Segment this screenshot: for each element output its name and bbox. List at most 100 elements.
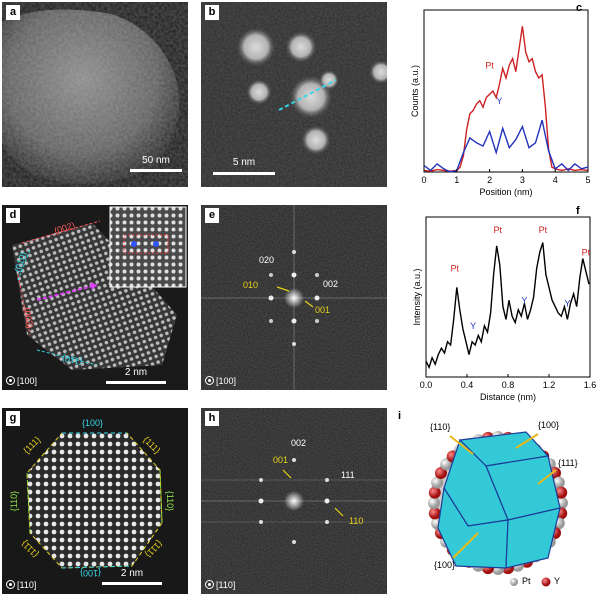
panel-label: h [205, 411, 219, 426]
panel-c-chart: c 0 1 2 3 4 5 Position (nm) Counts (a.u.) Pt Y [398, 2, 598, 202]
spot-label: 111 [341, 470, 355, 480]
plot-frame [423, 9, 589, 173]
series-annotation: Y [521, 295, 527, 305]
facet-label: {100} [82, 418, 104, 428]
nanoparticle-model [428, 431, 568, 587]
spot-label: 010 [243, 280, 259, 290]
y-atom [428, 507, 441, 520]
y-axis-label: Intensity (a.u.) [412, 268, 422, 325]
scale-bar-label: 50 nm [142, 155, 170, 166]
series-line-y [423, 120, 589, 173]
zone-axis: [110] [6, 580, 36, 590]
scale-bar [130, 169, 182, 172]
x-axis-label: Position (nm) [479, 187, 532, 197]
x-tick-label: 3 [520, 175, 525, 185]
scale-bar-label: 2 nm [124, 367, 148, 378]
panel-label: c [576, 2, 583, 14]
spot-label: 001 [315, 305, 331, 315]
facet-label: {110} [165, 490, 176, 512]
zone-axis-icon [6, 580, 15, 589]
scale-bar [213, 172, 275, 175]
pt-atom [431, 476, 444, 489]
y-atom [555, 486, 568, 499]
zone-axis-label: [100] [216, 376, 237, 386]
zone-axis: [100] [205, 376, 236, 386]
x-tick-label: 0.8 [502, 380, 515, 390]
panel-e-image: e 020 010 002 001 [100] [201, 205, 387, 390]
legend-pt-label: Pt [522, 576, 531, 586]
panel-label: d [6, 208, 20, 223]
chart-c-svg: 0 1 2 3 4 5 Position (nm) Counts (a.u.) Pt Y [410, 9, 591, 197]
series-annotation: Pt [493, 225, 502, 235]
panel-label: g [6, 411, 20, 426]
zone-axis: [110] [205, 580, 235, 590]
panel-h-image: h 002 001 111 110 [110] [201, 408, 387, 594]
panel-e-fft [201, 205, 387, 390]
panel-label: i [398, 410, 402, 422]
scale-bar-label: 2 nm [120, 568, 144, 579]
panel-b-micrograph [201, 2, 387, 187]
series-annotation: Pt [582, 247, 591, 257]
series-line-intensity [425, 242, 590, 370]
panel-label: f [576, 205, 580, 217]
chart-f-svg: 0.0 0.4 0.8 1.2 1.6 Distance (nm) Intensity (a… [412, 216, 597, 402]
scale-bar-label: 5 nm [232, 157, 256, 168]
spot-label: 001 [273, 455, 289, 465]
y-axis-label: Counts (a.u.) [410, 65, 420, 117]
zone-axis-icon [205, 376, 214, 385]
spot-label: 110 [349, 516, 364, 526]
series-annotation: Y [496, 96, 502, 106]
facet-label: {100} [538, 420, 560, 430]
series-annotation: Y [564, 299, 570, 309]
series-annotation: Pt [450, 263, 459, 273]
zone-axis-label: [100] [17, 376, 38, 386]
scale-bar [106, 381, 166, 384]
panel-f-chart: f 0.0 0.4 0.8 1.2 1.6 Distance (nm) Intensity … [398, 203, 598, 403]
y-atom [428, 486, 441, 499]
panel-g-micrograph [2, 408, 188, 594]
pt-atom [552, 476, 565, 489]
pt-atom [428, 497, 440, 509]
facet-label: {100} [434, 560, 456, 570]
panel-d-micrograph [2, 205, 188, 390]
pt-atom-legend-icon [510, 578, 518, 586]
zone-axis: [100] [6, 376, 37, 386]
series-annotation: Y [470, 321, 476, 331]
x-tick-label: 0.0 [420, 380, 433, 390]
pt-atom [440, 458, 453, 471]
spot-label: 002 [291, 438, 307, 448]
zone-axis-icon [6, 376, 15, 385]
plot-frame [425, 216, 591, 378]
facet-label: {111} [558, 458, 578, 468]
y-atom [434, 467, 447, 480]
series-annotation: Pt [539, 225, 548, 235]
panel-label: a [6, 5, 20, 20]
facet-label: {110} [9, 490, 20, 512]
zone-axis-label: [110] [17, 580, 37, 590]
series-line-pt [423, 26, 589, 172]
spot-label: 002 [323, 279, 339, 289]
panel-i-model: i {110} {100} {111} {100} Pt Y [398, 408, 598, 594]
x-axis-label: Distance (nm) [480, 392, 536, 402]
y-atom-legend-icon [541, 577, 551, 587]
scale-bar [102, 582, 162, 585]
x-tick-label: 1.6 [584, 380, 597, 390]
panel-g-image: g {100} {111} {111} {110} {110} {111} {1… [2, 408, 188, 594]
x-tick-label: 0.4 [461, 380, 474, 390]
spot-label: 020 [259, 255, 275, 265]
legend-y-label: Y [554, 576, 561, 586]
x-tick-label: 4 [553, 175, 558, 185]
panel-a-micrograph [2, 2, 188, 187]
x-tick-label: 1.2 [543, 380, 556, 390]
facet-label: {110} [430, 422, 451, 432]
facet-label: {100} [80, 568, 102, 578]
x-tick-label: 5 [585, 175, 590, 185]
x-tick-label: 0 [421, 175, 426, 185]
x-tick-label: 2 [487, 175, 492, 185]
panel-b-image: b 5 nm [201, 2, 387, 187]
x-tick-label: 1 [454, 175, 459, 185]
panel-a-image: a 50 nm [2, 2, 188, 187]
zone-axis-icon [205, 580, 214, 589]
panel-d-image: d (002) (010) (002) (110) 2 nm [100] [2, 205, 188, 390]
panel-label: e [205, 208, 219, 223]
